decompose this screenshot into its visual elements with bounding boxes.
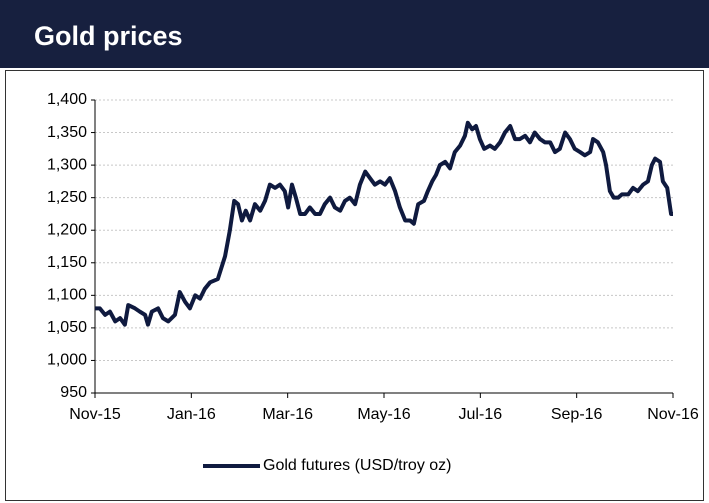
y-tick-label: 1,400 xyxy=(47,91,87,108)
series-line xyxy=(95,120,674,327)
y-tick-label: 1,000 xyxy=(47,352,87,369)
y-tick-label: 1,150 xyxy=(47,254,87,271)
x-tick-label: Nov-15 xyxy=(69,406,121,423)
y-tick-label: 1,050 xyxy=(47,319,87,336)
x-tick-label: Nov-16 xyxy=(647,406,699,423)
y-tick-label: 950 xyxy=(60,384,87,401)
chart-title: Gold prices xyxy=(34,21,183,51)
y-tick-label: 1,300 xyxy=(47,156,87,173)
x-tick-label: Jul-16 xyxy=(459,406,503,423)
chart-frame xyxy=(5,70,704,501)
x-tick-label: May-16 xyxy=(357,406,410,423)
x-tick-label: Sep-16 xyxy=(551,406,603,423)
x-tick-label: Jan-16 xyxy=(167,406,216,423)
header-bar xyxy=(0,0,709,68)
y-tick-label: 1,250 xyxy=(47,189,87,206)
y-tick-label: 1,100 xyxy=(47,287,87,304)
x-tick-label: Mar-16 xyxy=(262,406,313,423)
y-tick-label: 1,200 xyxy=(47,221,87,238)
legend-label: Gold futures (USD/troy oz) xyxy=(263,457,452,474)
y-tick-label: 1,350 xyxy=(47,124,87,141)
